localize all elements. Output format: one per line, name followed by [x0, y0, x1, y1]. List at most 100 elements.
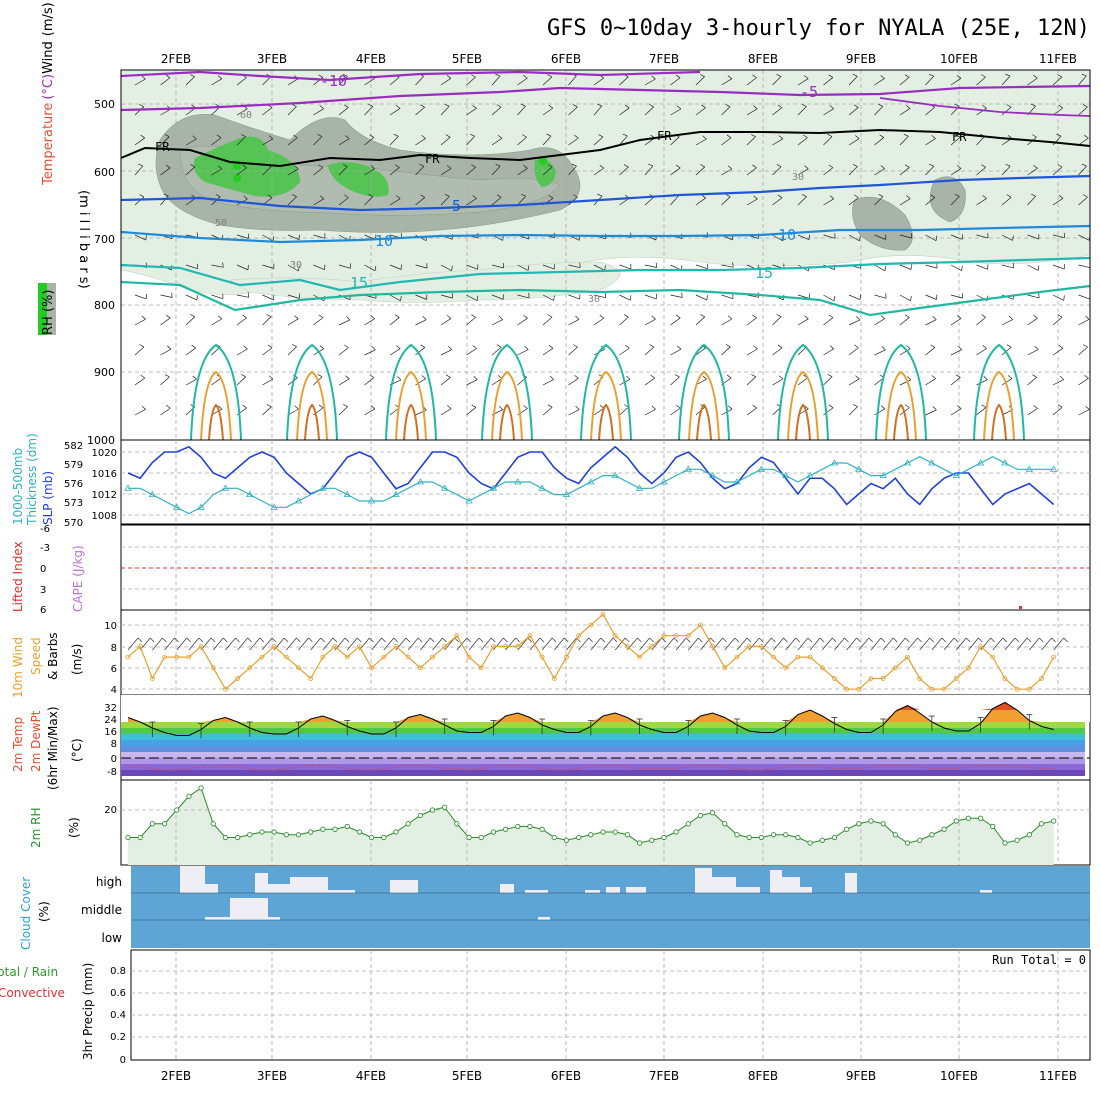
wind-barb-flag — [319, 195, 325, 200]
wind10-marker — [515, 644, 521, 649]
wind-barb-flag — [955, 134, 961, 138]
wind10-barb-flag — [442, 637, 447, 643]
wind-barb-flag — [828, 164, 834, 168]
wind-barb — [262, 138, 273, 146]
rh2m-marker — [624, 832, 630, 838]
cloud-panel-background — [131, 866, 1090, 948]
wind-label: Wind — [41, 41, 56, 74]
pressure-axis-label: (m i l l i b a r s) — [76, 190, 91, 289]
wind-barb — [1078, 319, 1090, 326]
rh2m-marker — [685, 821, 691, 827]
wind-barb-flag — [1005, 163, 1011, 167]
wind-barb-flag — [217, 75, 223, 80]
cape-label: CAPE (J/kg) — [71, 545, 85, 612]
wind-barb-flag — [579, 262, 581, 268]
wind-barb-flag — [344, 194, 349, 198]
precip-tick: 0 — [120, 1055, 126, 1066]
wind10-marker — [856, 686, 862, 692]
rh-peak-dot — [233, 162, 241, 170]
rh2m-marker — [356, 829, 363, 835]
wind-barb — [1078, 234, 1090, 241]
wind-barb — [950, 234, 963, 240]
wind-barb — [899, 77, 910, 86]
wind-barb-flag — [400, 295, 402, 301]
wind-barb-flag — [706, 295, 708, 301]
wind-barb-flag — [854, 344, 859, 348]
wind10-barb — [541, 637, 553, 651]
wind10-barb-flag — [259, 637, 265, 643]
precip-tick: 0.8 — [110, 966, 126, 977]
wind-barb-flag — [859, 235, 861, 241]
date-label: 9FEB — [846, 1069, 876, 1083]
wind-barb — [950, 377, 961, 386]
wind-barb-flag — [776, 314, 782, 317]
wind10-barb-flag — [783, 637, 788, 643]
wind-barb-flag — [1006, 344, 1012, 348]
wind-barb — [1001, 106, 1012, 116]
wind-barb-flag — [677, 345, 682, 350]
wind-barb — [772, 138, 783, 146]
wind10-barb-flag — [478, 637, 484, 643]
isotherm-loop — [590, 370, 622, 441]
wind-barb-flag — [981, 404, 987, 408]
wind-barb — [670, 195, 679, 206]
wind-barb-flag — [1059, 375, 1064, 380]
wind-barb — [236, 294, 249, 298]
isotherm-loop — [296, 370, 328, 441]
contour-label: 5 — [452, 197, 461, 215]
wind-barb — [874, 318, 885, 326]
wind-barb-flag — [854, 194, 859, 198]
slp-tick: 1012 — [92, 490, 117, 501]
wind10-barb-flag — [198, 637, 204, 643]
wind-barb — [287, 168, 299, 176]
wind10-barb-flag — [381, 637, 386, 643]
wind10-marker — [1026, 686, 1032, 692]
wind-barb-flag — [471, 164, 476, 168]
wind10-barb-flag — [819, 637, 825, 643]
rh2m-marker — [308, 829, 314, 835]
wind-barb-flag — [553, 295, 555, 301]
isotherm-loop — [190, 343, 242, 441]
wind-barb — [823, 108, 834, 116]
thickness-marker — [514, 478, 522, 485]
temp-tick: 24 — [104, 715, 117, 726]
wind-barb — [925, 166, 935, 176]
cloud-block — [538, 917, 550, 920]
thickness-marker — [489, 484, 498, 491]
wind-barb-flag — [852, 73, 858, 77]
wind-barb-flag — [163, 193, 169, 197]
wind-barb-flag — [753, 195, 758, 200]
wind-barb — [1027, 167, 1038, 176]
slp-tick: 1020 — [92, 448, 117, 459]
wind-barb — [236, 264, 249, 271]
wind-barb-flag — [171, 292, 173, 298]
wind-barb-flag — [141, 405, 146, 410]
wind-barb-flag — [471, 314, 476, 318]
wind-barb-flag — [141, 75, 146, 80]
wind-barb — [670, 348, 682, 356]
wind-barb-flag — [802, 194, 807, 197]
wind-barb — [211, 294, 224, 300]
wind-barb — [925, 347, 936, 356]
slp-panel-border — [120, 439, 1091, 525]
date-label: 3FEB — [257, 1069, 287, 1083]
wind10-barb-flag — [612, 637, 618, 643]
wind10-barb — [1041, 637, 1052, 651]
wind10-barb — [955, 637, 967, 651]
wind-barb — [364, 137, 375, 146]
wind-barb — [491, 75, 501, 86]
wind-barb — [313, 234, 326, 239]
run-total: Run Total = 0 — [992, 953, 1086, 967]
wind-barb-flag — [164, 134, 170, 138]
wind-barb — [593, 136, 604, 146]
wind10-barb — [322, 637, 334, 651]
rh2m-marker — [222, 834, 229, 841]
rh2m-marker — [697, 812, 704, 819]
wind-barb — [364, 78, 375, 86]
wind-barb-flag — [421, 135, 426, 139]
wind-barb — [517, 77, 528, 86]
wind-barb-flag — [446, 315, 452, 319]
rh2m-marker — [758, 834, 764, 841]
wind-barb — [925, 234, 937, 241]
wind10-barb-flag — [941, 637, 947, 643]
